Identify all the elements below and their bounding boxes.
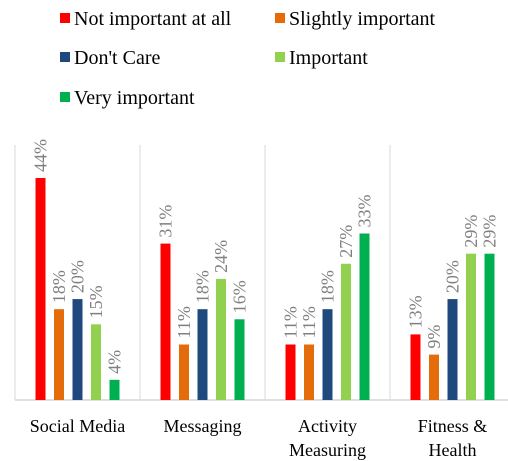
data-label: 27% [336,225,356,258]
data-label: 44% [31,139,51,172]
data-label: 24% [211,240,231,273]
data-label: 29% [480,215,500,248]
data-label: 13% [406,295,426,328]
legend-swatch [275,52,285,62]
data-label: 9% [424,325,444,349]
bar [447,299,458,400]
data-label: 29% [461,215,481,248]
x-tick-label: Social Media [29,416,126,436]
data-label: 11% [299,306,319,338]
bar [160,243,171,400]
bar [341,263,351,400]
legend-label: Slightly important [289,8,436,30]
x-tick-label: Messaging [163,416,242,436]
bar [410,334,421,400]
bar [285,344,296,400]
bar [109,379,120,400]
bar [304,344,314,400]
data-label: 15% [86,285,106,318]
bar [216,278,226,400]
bar [91,324,101,400]
bar [54,309,64,400]
data-label: 33% [355,195,375,228]
legend-label: Don't Care [74,47,160,69]
bar [35,178,46,400]
legend-swatch [275,13,285,23]
data-label: 11% [281,306,301,338]
legend-swatch [60,13,70,23]
data-label: 18% [49,270,69,303]
legend-label: Very important [74,87,195,109]
bar [359,233,370,400]
bar [197,309,208,400]
bar [322,309,333,400]
legend-label: Important [289,47,368,69]
data-label: 20% [68,260,88,293]
data-label: 18% [193,270,213,303]
x-tick-label: Fitness & Health [417,416,488,460]
data-label: 31% [156,205,176,238]
bar [234,319,245,400]
x-tick-label: Activity Measuring [289,416,366,460]
legend-label: Not important at all [74,8,232,30]
legend-swatch [60,52,70,62]
data-label: 4% [105,350,125,374]
legend-swatch [60,92,70,102]
bar [179,344,189,400]
bar [484,253,495,400]
bar [429,354,439,400]
data-label: 16% [230,280,250,313]
data-label: 20% [443,260,463,293]
data-label: 11% [174,306,194,338]
bar [466,253,476,400]
data-label: 18% [318,270,338,303]
bar [72,299,83,400]
